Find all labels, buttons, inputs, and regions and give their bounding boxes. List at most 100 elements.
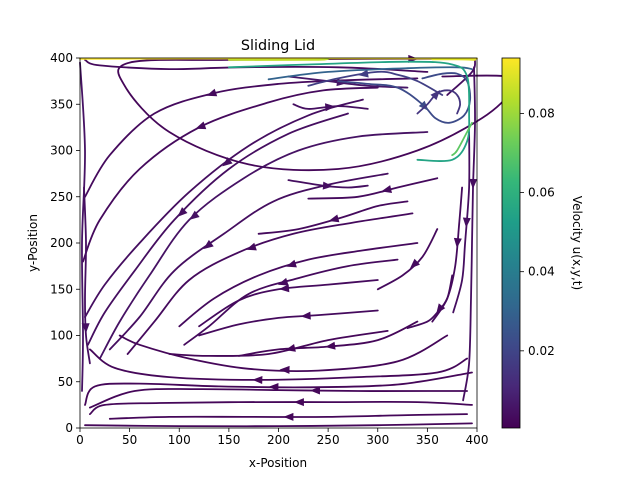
colorbar-ticks: 0.02 0.04 0.06 0.08 (520, 106, 555, 358)
streamline-arrow (283, 412, 294, 421)
x-axis: 0 50 100 150 200 250 300 350 400 (76, 428, 488, 447)
streamline (198, 309, 379, 337)
streamline (178, 242, 419, 328)
streamline (267, 66, 473, 81)
streamline (292, 103, 369, 110)
streamline-arrow (277, 277, 289, 286)
streamline (87, 112, 349, 346)
streamline-arrow (322, 181, 333, 190)
streamline (237, 320, 419, 357)
streamline-arrow (436, 303, 446, 314)
y-tick-label: 400 (50, 51, 73, 65)
colorbar-tick-label: 0.08 (528, 106, 555, 120)
streamline-arrow (268, 382, 279, 391)
streamline (337, 72, 472, 124)
x-tick-label: 150 (217, 433, 240, 447)
streamline (89, 400, 473, 415)
streamline (451, 121, 473, 156)
streamline (462, 66, 476, 402)
streamline-arrow (310, 386, 321, 395)
x-tick-label: 350 (416, 433, 439, 447)
streamline-arrow (324, 103, 336, 112)
streamline-arrow (177, 207, 188, 217)
streamline-arrow (381, 185, 392, 193)
colorbar-label: Velocity u(x,y,t) (570, 196, 584, 290)
streamline (83, 186, 91, 365)
streamline (431, 58, 476, 61)
streamline-arrow (279, 365, 290, 374)
streamline (257, 200, 409, 235)
streamline-arrow (189, 210, 200, 220)
streamline (118, 334, 449, 373)
streamline (431, 186, 463, 323)
x-tick-label: 250 (317, 433, 340, 447)
streamline-arrow (300, 311, 311, 320)
colorbar-tick-label: 0.04 (528, 265, 555, 279)
streamline (198, 279, 379, 328)
streamline-arrow (328, 214, 340, 223)
streamline-arrow (195, 121, 207, 130)
streamline (416, 89, 462, 115)
streamline-arrow (203, 239, 214, 250)
streamline (168, 330, 389, 357)
y-tick-label: 0 (65, 421, 73, 435)
streamline (406, 274, 454, 329)
streamline-arrow (252, 376, 263, 385)
colorbar-frame (501, 57, 521, 429)
plot-area (79, 54, 517, 428)
y-tick-label: 100 (50, 329, 73, 343)
streamline (183, 258, 399, 346)
streamline (452, 131, 471, 314)
streamline (79, 57, 478, 60)
y-tick-label: 50 (58, 375, 73, 389)
streamline (82, 86, 379, 263)
x-tick-label: 0 (76, 433, 84, 447)
streamline (376, 228, 439, 291)
streamline (84, 77, 419, 198)
streamline-arrow (418, 100, 429, 111)
streamline-arrow (246, 242, 257, 251)
colorbar: 0.02 0.04 0.06 0.08 Velocity u(x,y,t) (501, 57, 584, 429)
streamline (307, 70, 444, 96)
streamline-arrow (206, 88, 218, 97)
x-tick-label: 50 (122, 433, 137, 447)
y-tick-label: 150 (50, 282, 73, 296)
y-axis: 0 50 100 150 200 250 300 350 400 (50, 51, 80, 435)
streamline (79, 61, 86, 392)
streamline (287, 179, 369, 189)
x-tick-label: 100 (168, 433, 191, 447)
streamline (89, 388, 468, 409)
streamline (228, 58, 329, 61)
streamline-arrow (453, 237, 462, 249)
y-tick-label: 350 (50, 97, 73, 111)
streamline-arrow (430, 89, 441, 101)
colorbar-tick-label: 0.06 (528, 186, 555, 200)
colorbar-gradient (502, 58, 520, 428)
streamline (84, 98, 364, 318)
streamline (287, 75, 409, 89)
y-axis-label: y-Position (26, 214, 40, 272)
streamline (98, 131, 429, 360)
streamline-arrow (358, 69, 369, 78)
streamline (446, 58, 476, 96)
streamline (84, 59, 429, 73)
x-axis-label: x-Position (249, 456, 307, 470)
streamline (89, 348, 468, 381)
streamline-arrow (469, 178, 478, 189)
streamline-arrow (222, 157, 233, 167)
streamline (84, 422, 473, 428)
streamline-arrow (293, 398, 304, 407)
chart-title: Sliding Lid (241, 38, 315, 54)
x-tick-label: 200 (267, 433, 290, 447)
streamline-arrow (462, 217, 471, 228)
streamline (228, 60, 471, 163)
y-tick-label: 300 (50, 144, 73, 158)
streamline-arrow (81, 323, 90, 334)
x-tick-label: 300 (366, 433, 389, 447)
streamline-arrow (279, 284, 290, 293)
streamline (126, 212, 414, 355)
streamline-arrow (409, 258, 420, 269)
y-tick-label: 250 (50, 190, 73, 204)
streamline-arrow (325, 341, 336, 350)
